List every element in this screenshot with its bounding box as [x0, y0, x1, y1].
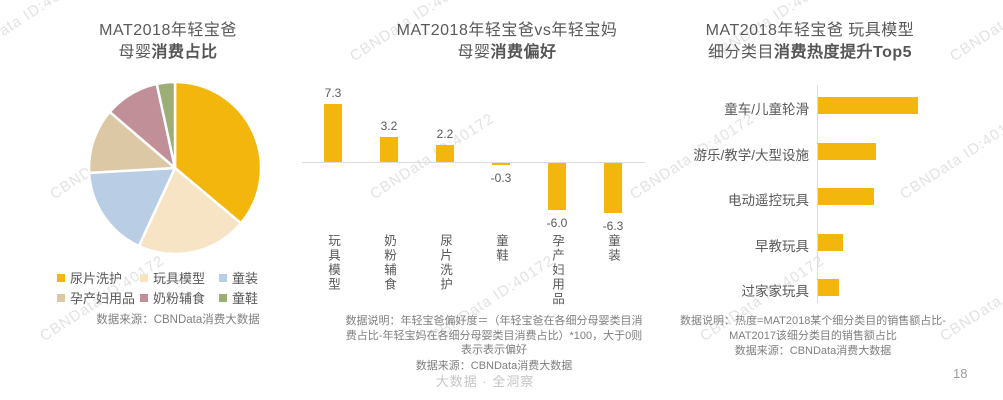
- hbar-早教玩具: [818, 234, 843, 251]
- bar-尿片洗护: [436, 144, 454, 162]
- bar-category-label: 玩具模型: [326, 234, 340, 292]
- hbar-chart-note: 数据说明：热度=MAT2018某个细分类目的销售额占比-MAT2017该细分类目…: [680, 315, 946, 342]
- hbar-category-label: 电动遥控玩具: [728, 193, 809, 208]
- hbar-童车/儿童轮滑: [818, 97, 918, 114]
- legend-swatch-icon: [219, 293, 227, 302]
- legend-swatch-icon: [140, 273, 148, 282]
- bar-value-label: -6.0: [546, 216, 568, 231]
- bar-value-label: 7.3: [324, 86, 342, 101]
- legend-swatch-icon: [57, 273, 65, 282]
- hbar-游乐/教学/大型设施: [818, 143, 876, 160]
- legend-swatch-icon: [140, 293, 148, 302]
- bar-category-label: 童装: [606, 234, 620, 263]
- pie-slice-孕产妇用品: [87, 110, 177, 175]
- bar-chart-title: MAT2018年轻宝爸vs年轻宝妈 母婴消费偏好: [357, 20, 657, 64]
- hbar-chart-baseline-axis: [817, 85, 818, 303]
- legend-label: 童鞋: [232, 291, 259, 306]
- pie-slice-童鞋: [155, 80, 177, 170]
- bar-chart-baseline-axis: [302, 162, 645, 163]
- legend-item-童装: 童装: [219, 268, 258, 287]
- hbar-chart-title: MAT2018年轻宝爸 玩具模型 细分类目消费热度提升Top5: [660, 20, 960, 64]
- bar-category-label: 童鞋: [494, 234, 508, 263]
- bar-value-label: -0.3: [490, 171, 512, 186]
- legend-label: 童装: [232, 271, 259, 286]
- legend-item-童鞋: 童鞋: [219, 288, 258, 307]
- hbar-category-label: 童车/儿童轮滑: [724, 102, 809, 117]
- bar-童装: [604, 163, 622, 213]
- legend-label: 尿片洗护: [70, 271, 123, 286]
- pie-slice-童装: [87, 166, 177, 248]
- bar-chart-footnote: 数据说明：年轻宝爸偏好度＝（年轻宝爸在各细分母婴类目消费占比-年轻宝妈在各细分母…: [343, 314, 645, 373]
- legend-swatch-icon: [219, 273, 227, 282]
- hbar-chart-footnote: 数据说明：热度=MAT2018某个细分类目的销售额占比-MAT2017该细分类目…: [663, 314, 963, 359]
- hbar-chart-source: 数据来源：CBNData消费大数据: [734, 345, 892, 357]
- pie-slice-玩具模型: [137, 166, 243, 256]
- page-number: 18: [953, 366, 968, 381]
- hbar-电动遥控玩具: [818, 188, 874, 205]
- hbar-category-label: 过家家玩具: [741, 284, 810, 299]
- legend-label: 玩具模型: [153, 271, 206, 286]
- pie-slice-尿片洗护: [173, 80, 263, 225]
- bar-category-label: 奶粉辅食: [382, 234, 396, 292]
- hbar-过家家玩具: [818, 279, 839, 296]
- bar-chart-title-line2: 母婴消费偏好: [457, 44, 557, 61]
- bar-value-label: -6.3: [602, 218, 624, 233]
- bar-value-label: 3.2: [380, 118, 398, 133]
- legend-label: 奶粉辅食: [153, 291, 206, 306]
- legend-swatch-icon: [57, 293, 65, 302]
- bar-chart-title-line1: MAT2018年轻宝爸vs年轻宝妈: [396, 22, 618, 39]
- legend-item-玩具模型: 玩具模型: [140, 268, 205, 287]
- slide-footer-slogan: 大数据 · 全洞察: [435, 374, 535, 389]
- bar-童鞋: [492, 163, 510, 166]
- legend-label: 孕产妇用品: [70, 291, 136, 306]
- legend-item-孕产妇用品: 孕产妇用品: [57, 288, 135, 307]
- watermark-text: CBNData ID:40172: [897, 110, 1003, 203]
- bar-category-label: 孕产妇用品: [550, 234, 564, 307]
- bar-chart-source: 数据来源：CBNData消费大数据: [415, 359, 573, 372]
- bar-chart-note: 数据说明：年轻宝爸偏好度＝（年轻宝爸在各细分母婴类目消费占比-年轻宝妈在各细分母…: [345, 315, 643, 356]
- pie-chart-source: 数据来源：CBNData消费大数据: [96, 314, 260, 326]
- hbar-category-label: 游乐/教学/大型设施: [693, 148, 809, 163]
- bar-孕产妇用品: [548, 163, 566, 211]
- legend-item-奶粉辅食: 奶粉辅食: [140, 288, 205, 307]
- hbar-category-label: 早教玩具: [755, 239, 809, 254]
- pie-chart-title: MAT2018年轻宝爸 母婴消费占比: [28, 20, 308, 64]
- hbar-chart-title-line1: MAT2018年轻宝爸 玩具模型: [705, 22, 915, 39]
- legend-item-尿片洗护: 尿片洗护: [57, 268, 122, 287]
- hbar-chart-title-line2: 细分类目消费热度提升Top5: [707, 44, 913, 61]
- bar-玩具模型: [324, 104, 342, 162]
- pie-chart-title-line2: 母婴消费占比: [118, 44, 218, 61]
- bar-奶粉辅食: [380, 136, 398, 162]
- pie-chart-title-line1: MAT2018年轻宝爸: [99, 22, 237, 39]
- pie-chart: [87, 80, 263, 256]
- bar-category-label: 尿片洗护: [438, 234, 452, 292]
- bar-value-label: 2.2: [436, 126, 454, 141]
